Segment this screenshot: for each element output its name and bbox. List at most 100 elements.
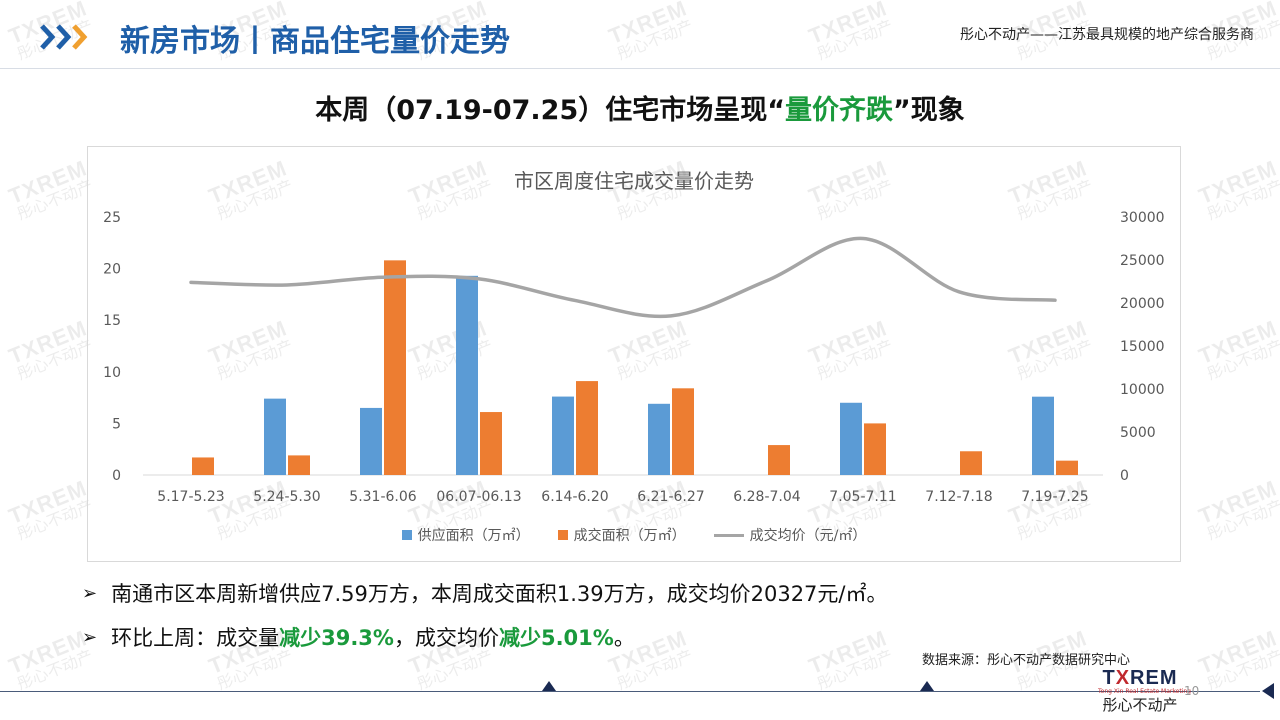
watermark: TXREM 彤心不动产 — [1195, 315, 1280, 384]
legend-item-supply: 供应面积（万㎡） — [401, 525, 530, 545]
y-left-tick-label: 10 — [103, 365, 121, 381]
watermark: TXREM 彤心不动产 — [1195, 475, 1280, 544]
bullet-highlight: 减少39.3% — [279, 626, 394, 650]
bar-deal-area — [960, 451, 982, 475]
watermark-cn: 彤心不动产 — [1204, 336, 1280, 384]
logo-brand-a: T — [1102, 667, 1116, 689]
watermark-cn: 彤心不动产 — [14, 176, 96, 224]
x-tick-label: 7.05-7.11 — [829, 489, 896, 505]
watermark-brand: TXREM — [1195, 475, 1280, 530]
x-tick-label: 7.12-7.18 — [925, 489, 992, 505]
chart-title: 市区周度住宅成交量价走势 — [514, 169, 754, 193]
footer-triangle-marker-2 — [920, 681, 934, 691]
headline-highlight: 量价齐跌 — [785, 95, 893, 126]
page-header: 新房市场丨商品住宅量价走势 彤心不动产——江苏最具规模的地产综合服务商 — [0, 0, 1280, 70]
bar-supply — [552, 396, 574, 475]
legend-label-avg-price: 成交均价（元/㎡） — [749, 528, 867, 544]
legend-swatch-supply — [401, 530, 412, 540]
y-left-tick-label: 25 — [103, 210, 121, 226]
footer-triangle-marker-3 — [1262, 683, 1274, 699]
bar-deal-area — [1056, 460, 1078, 475]
bullet-text: 南通市区本周新增供应7.59万方，本周成交面积1.39万方，成交均价20327元… — [111, 582, 888, 606]
header-divider — [0, 68, 1280, 69]
bullet-text: 。 — [613, 626, 635, 650]
y-left-tick-label: 5 — [112, 416, 121, 432]
bar-deal-area — [288, 455, 310, 475]
watermark-brand: TXREM — [5, 315, 91, 370]
bullet-text: ，成交均价 — [393, 626, 499, 650]
bar-supply — [264, 398, 286, 475]
source-note: 数据来源：彤心不动产数据研究中心 — [922, 653, 1131, 668]
bar-supply — [840, 402, 862, 475]
bullet-item: ➢ 环比上周：成交量 减少39.3% ，成交均价 减少5.01%。 — [82, 622, 888, 652]
legend-item-deal-area: 成交面积（万㎡） — [557, 525, 686, 545]
x-tick-label: 06.07-06.13 — [436, 489, 521, 505]
bar-supply — [456, 275, 478, 475]
watermark-brand: TXREM — [1195, 315, 1280, 370]
chevrons-icon — [40, 24, 88, 50]
logo-tagline: Tong Xin Real Estate Marketing — [1098, 688, 1191, 695]
combo-chart: 0 5 10 15 20 25 0 5000 10000 15000 20000 25000 30000… — [103, 210, 1165, 505]
watermark-brand: TXREM — [1195, 155, 1280, 210]
headline-suffix: ”现象 — [893, 95, 965, 126]
logo-brand-x: X — [1115, 667, 1131, 689]
bar-supply — [648, 403, 670, 475]
x-tick-label: 7.19-7.25 — [1021, 489, 1088, 505]
y-left-tick-label: 20 — [103, 262, 121, 278]
bullet-highlight: 减少5.01% — [498, 626, 614, 650]
chart-legend: 供应面积（万㎡） 成交面积（万㎡） 成交均价（元/㎡） — [88, 525, 1180, 545]
y-right-tick-label: 25000 — [1120, 253, 1165, 269]
watermark: TXREM 彤心不动产 — [5, 155, 97, 224]
x-tick-label: 6.28-7.04 — [733, 489, 800, 505]
bar-supply — [1032, 396, 1054, 475]
y-right-tick-label: 30000 — [1120, 210, 1165, 226]
arrow-bullet-icon: ➢ — [82, 582, 98, 604]
company-slogan: 彤心不动产——江苏最具规模的地产综合服务商 — [960, 27, 1254, 43]
watermark-brand: TXREM — [1195, 625, 1280, 680]
bar-deal-area — [864, 423, 886, 475]
x-tick-label: 6.21-6.27 — [637, 489, 704, 505]
y-right-tick-label: 20000 — [1120, 296, 1165, 312]
watermark-cn: 彤心不动产 — [1204, 176, 1280, 224]
watermark-brand: TXREM — [5, 625, 91, 680]
bar-deal-area — [576, 381, 598, 475]
legend-swatch-avg-price — [713, 533, 744, 537]
y-right-tick-label: 5000 — [1120, 425, 1156, 441]
bar-deal-area — [192, 457, 214, 475]
bar-deal-area — [480, 412, 502, 475]
summary-bullets: ➢ 南通市区本周新增供应7.59万方，本周成交面积1.39万方，成交均价20327… — [82, 578, 888, 666]
headline: 本周（07.19-07.25）住宅市场呈现“量价齐跌”现象 — [0, 88, 1280, 127]
x-tick-label: 5.24-5.30 — [253, 489, 320, 505]
x-tick-label: 6.14-6.20 — [541, 489, 608, 505]
line-avg-price — [189, 236, 1057, 319]
page-number: 10 — [1184, 684, 1200, 698]
legend-label-supply: 供应面积（万㎡） — [417, 528, 530, 544]
company-logo: TXREM Tong Xin Real Estate Marketing 彤心不… — [1098, 668, 1191, 714]
bar-deal-area — [672, 388, 694, 475]
watermark-cn: 彤心不动产 — [14, 336, 96, 384]
legend-swatch-deal-area — [557, 530, 568, 540]
legend-item-avg-price: 成交均价（元/㎡） — [713, 525, 867, 545]
watermark: TXREM 彤心不动产 — [5, 315, 97, 384]
logo-brand: TXREM — [1098, 668, 1182, 688]
bullet-item: ➢ 南通市区本周新增供应7.59万方，本周成交面积1.39万方，成交均价20327… — [82, 578, 888, 608]
y-right-tick-label: 10000 — [1120, 382, 1165, 398]
footer-triangle-marker-1 — [542, 681, 556, 691]
watermark-brand: TXREM — [5, 155, 91, 210]
watermark: TXREM 彤心不动产 — [1195, 155, 1280, 224]
x-tick-label: 5.31-6.06 — [349, 489, 416, 505]
bar-supply — [360, 407, 382, 475]
footer-divider — [0, 691, 1260, 692]
logo-brand-b: REM — [1130, 667, 1178, 689]
bullet-text: 环比上周：成交量 — [111, 626, 280, 650]
y-right-tick-label: 15000 — [1120, 339, 1165, 355]
arrow-bullet-icon: ➢ — [82, 626, 98, 648]
watermark-cn: 彤心不动产 — [1204, 496, 1280, 544]
x-tick-label: 5.17-5.23 — [157, 489, 224, 505]
watermark-cn: 彤心不动产 — [14, 496, 96, 544]
y-left-tick-label: 0 — [112, 468, 121, 484]
logo-cn-name: 彤心不动产 — [1102, 696, 1178, 714]
y-right-tick-label: 0 — [1120, 468, 1129, 484]
headline-prefix: 本周（07.19-07.25）住宅市场呈现“ — [315, 95, 785, 126]
bar-deal-area — [384, 260, 406, 475]
